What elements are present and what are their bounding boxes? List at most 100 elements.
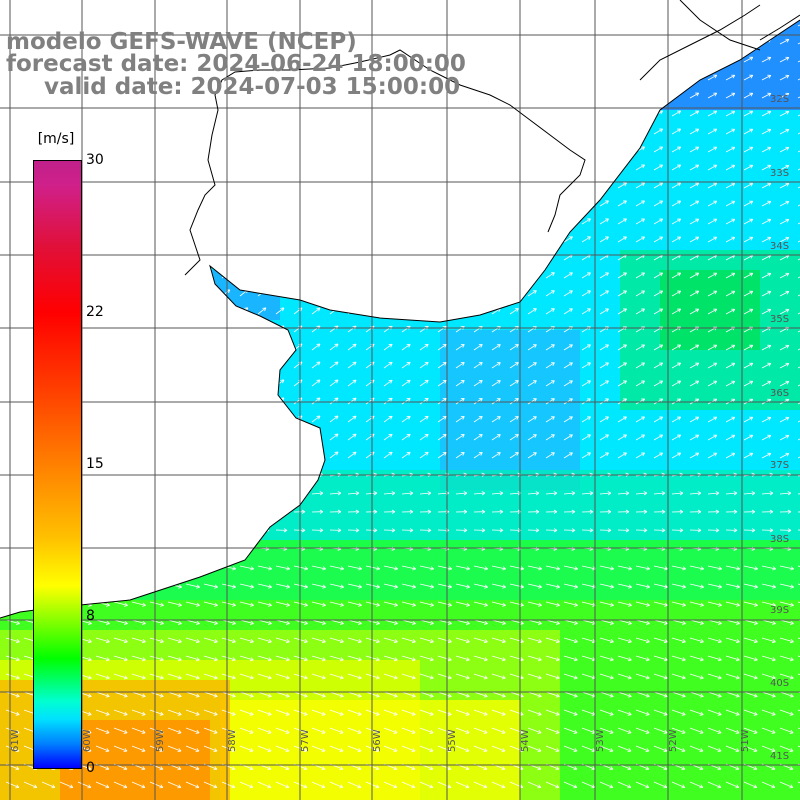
wind-arrow	[545, 416, 555, 423]
wind-arrow	[5, 637, 20, 644]
wind-arrow	[293, 637, 308, 644]
wind-arrow	[581, 380, 591, 387]
wind-arrow	[635, 491, 648, 496]
wind-arrow	[383, 361, 393, 369]
wind-arrow	[689, 583, 704, 589]
wind-arrow	[779, 92, 790, 99]
wind-arrow	[635, 380, 645, 387]
wind-arrow	[797, 165, 800, 171]
wind-arrow	[599, 619, 614, 625]
wind-arrow	[383, 655, 398, 662]
wind-arrow	[545, 727, 560, 734]
wind-arrow	[689, 380, 700, 387]
wind-arrow	[311, 619, 326, 625]
wind-arrow	[653, 128, 664, 135]
wind-arrow	[131, 709, 146, 716]
wind-arrow	[671, 491, 684, 496]
wind-arrow	[383, 528, 396, 533]
wind-arrow	[275, 727, 290, 734]
wind-arrow	[599, 290, 609, 297]
wind-arrow	[743, 509, 756, 514]
wind-arrow	[671, 200, 682, 207]
wind-arrow	[743, 655, 758, 662]
wind-arrow	[455, 362, 465, 369]
wind-arrow	[689, 509, 702, 514]
wind-arrow	[689, 362, 700, 369]
wind-arrow	[635, 691, 650, 698]
wind-arrow	[563, 398, 573, 405]
wind-arrow	[221, 619, 236, 625]
latitude-label: 41S	[770, 751, 789, 762]
wind-arrow	[761, 637, 776, 644]
wind-arrow	[671, 434, 682, 441]
colorbar-tick: 8	[86, 608, 95, 624]
wind-arrow	[365, 637, 380, 644]
wind-arrow	[779, 110, 790, 117]
wind-arrow	[617, 308, 627, 315]
wind-arrow	[779, 164, 790, 171]
wind-arrow	[797, 453, 800, 459]
wind-arrow	[707, 164, 718, 171]
wind-arrow	[653, 583, 668, 589]
wind-arrow	[797, 129, 800, 135]
wind-arrow	[401, 709, 416, 716]
wind-arrow	[779, 509, 792, 514]
wind-arrow	[545, 619, 560, 625]
wind-arrow	[545, 308, 555, 315]
wind-arrow	[761, 583, 776, 589]
colorbar-tick: 22	[86, 304, 104, 320]
wind-arrow	[635, 528, 648, 533]
wind-arrow	[671, 509, 684, 514]
wind-arrow	[671, 290, 682, 297]
wind-arrow	[257, 673, 272, 680]
wind-arrow	[779, 601, 794, 607]
wind-arrow	[581, 491, 594, 496]
wind-arrow	[725, 452, 736, 459]
wind-arrow	[329, 709, 344, 716]
wind-arrow	[779, 380, 790, 387]
wind-arrow	[383, 601, 398, 607]
wind-arrow	[149, 637, 164, 644]
wind-arrow	[797, 273, 800, 279]
wind-arrow	[653, 308, 664, 315]
latitude-label: 36S	[770, 388, 789, 399]
wind-arrow	[689, 200, 700, 207]
wind-arrow	[653, 164, 664, 171]
wind-arrow	[599, 637, 614, 644]
wind-arrow	[671, 619, 686, 625]
wind-arrow	[797, 327, 800, 333]
wind-arrow	[797, 183, 800, 189]
wind-arrow	[545, 398, 555, 405]
wind-arrow	[491, 452, 501, 459]
wind-arrow	[527, 619, 542, 625]
wind-arrow	[707, 344, 718, 351]
wind-arrow	[671, 452, 682, 459]
wind-arrow	[635, 565, 650, 571]
wind-arrow	[509, 619, 524, 625]
wind-arrow	[761, 164, 772, 171]
wind-arrow	[617, 236, 627, 243]
wind-arrow	[419, 619, 434, 625]
wind-arrow	[599, 452, 609, 459]
wind-arrow	[581, 218, 591, 225]
wind-arrow	[473, 691, 488, 698]
wind-arrow	[743, 673, 758, 680]
longitude-label: 58W	[227, 729, 238, 752]
wind-arrow	[599, 218, 609, 225]
wind-arrow	[401, 601, 416, 607]
wind-arrow	[491, 601, 506, 607]
wind-arrow	[347, 528, 360, 533]
wind-arrow	[671, 583, 686, 589]
wind-arrow	[725, 528, 738, 533]
wind-arrow	[491, 509, 504, 514]
wind-arrow	[761, 452, 772, 459]
wind-arrow	[311, 343, 321, 351]
wind-arrow	[131, 655, 146, 662]
wind-arrow	[797, 381, 800, 387]
wind-arrow	[383, 451, 393, 459]
wind-arrow	[743, 272, 754, 279]
wind-arrow	[617, 434, 627, 441]
wind-arrow	[635, 362, 645, 369]
wind-arrow	[329, 509, 342, 514]
wind-arrow	[383, 709, 398, 716]
